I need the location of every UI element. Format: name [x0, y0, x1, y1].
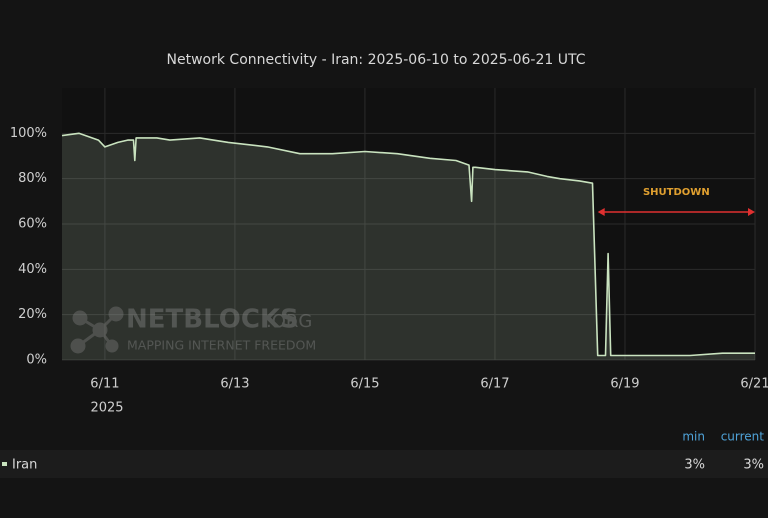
annotation-label: SHUTDOWN — [643, 187, 710, 198]
watermark: NETBLOCKS .ORG MAPPING INTERNET FREEDOM — [70, 305, 316, 354]
legend-label: Iran — [12, 458, 37, 473]
x-tick-label: 6/11 — [90, 377, 119, 392]
y-tick-label: 100% — [10, 126, 47, 141]
legend-swatch — [2, 462, 7, 466]
watermark-suffix: .ORG — [266, 311, 312, 332]
y-tick-label: 40% — [18, 262, 47, 277]
legend-row — [0, 450, 768, 478]
watermark-tagline: MAPPING INTERNET FREEDOM — [127, 338, 316, 353]
y-tick-label: 60% — [18, 217, 47, 232]
y-tick-label: 0% — [26, 353, 47, 368]
x-year-label: 2025 — [90, 401, 123, 416]
y-tick-label: 20% — [18, 307, 47, 322]
grid — [62, 88, 756, 361]
y-tick-label: 80% — [18, 171, 47, 186]
x-tick-label: 6/21 — [740, 377, 768, 392]
x-tick-label: 6/15 — [350, 377, 379, 392]
watermark-title: NETBLOCKS — [126, 305, 299, 335]
area — [62, 133, 755, 360]
x-tick-label: 6/13 — [220, 377, 249, 392]
line — [61, 132, 755, 357]
chart-title: Network Connectivity - Iran: 2025-06-10 … — [167, 52, 586, 68]
legend-stat-value: 3% — [743, 458, 764, 473]
x-tick-label: 6/17 — [480, 377, 509, 392]
legend-stat-header: current — [721, 430, 765, 444]
legend-stat-value: 3% — [684, 458, 705, 473]
legend-stat-header: min — [682, 430, 705, 444]
watermark-logo — [70, 306, 124, 354]
x-tick-label: 6/19 — [610, 377, 639, 392]
marks — [61, 132, 755, 360]
